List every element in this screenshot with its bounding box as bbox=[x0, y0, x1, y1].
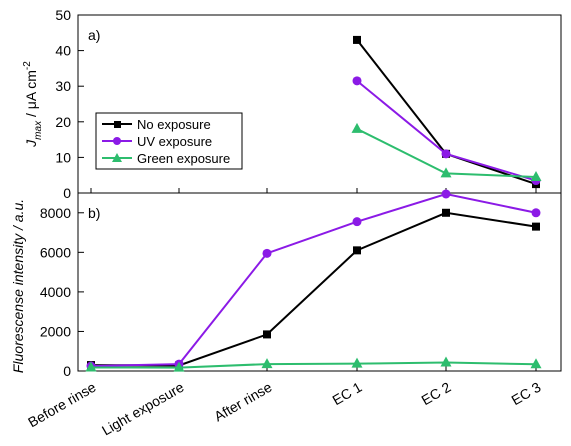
legend-square-marker bbox=[114, 121, 121, 128]
legend-entry-uv-exposure: UV exposure bbox=[102, 134, 212, 149]
data-point-square bbox=[442, 208, 450, 217]
y-tick-label: 8000 bbox=[40, 205, 71, 221]
y-tick-label: 2000 bbox=[40, 323, 71, 339]
data-point-circle bbox=[352, 76, 362, 86]
x-tick-label: After rinse bbox=[211, 379, 274, 425]
y-title-rest: / μA cm bbox=[23, 70, 39, 121]
data-point-triangle bbox=[351, 357, 363, 368]
y-tick-label: 50 bbox=[55, 7, 71, 23]
x-tick-label: Light exposure bbox=[99, 379, 187, 439]
y-title-subscript: max bbox=[33, 120, 44, 140]
y-tick-label: 30 bbox=[55, 78, 71, 94]
legend-label: Green exposure bbox=[137, 151, 230, 166]
panel-a-y-axis-title: Jmax / μA cm-2 bbox=[22, 61, 44, 148]
panel-b-label: b) bbox=[88, 205, 100, 221]
data-point-circle bbox=[262, 248, 272, 258]
data-point-circle bbox=[441, 149, 451, 159]
panel-a-label: a) bbox=[88, 27, 100, 43]
x-tick-label: EC 1 bbox=[330, 379, 365, 409]
panel-a: a) Jmax / μA cm-2 0 10 20 30 40 50 No exposur… bbox=[22, 7, 562, 201]
x-tick-label: EC 2 bbox=[419, 379, 454, 409]
panel-b-series bbox=[85, 189, 542, 372]
x-tick-label: EC 3 bbox=[509, 379, 544, 409]
y-tick-label: 40 bbox=[55, 43, 71, 59]
data-point-triangle bbox=[173, 361, 185, 372]
y-tick-label: 10 bbox=[55, 149, 71, 165]
y-tick-label: 6000 bbox=[40, 244, 71, 260]
legend-entry-no-exposure: No exposure bbox=[102, 117, 211, 132]
data-point-square bbox=[353, 246, 361, 255]
data-point-triangle bbox=[440, 356, 452, 367]
series-line-uv-exposure bbox=[90, 192, 537, 368]
panel-a-y-ticks: 0 10 20 30 40 50 bbox=[55, 7, 537, 201]
y-title-main: J bbox=[23, 139, 39, 148]
data-point-triangle bbox=[351, 122, 363, 133]
y-tick-label: 20 bbox=[55, 114, 71, 130]
y-title-superscript: -2 bbox=[22, 61, 33, 70]
data-point-circle bbox=[352, 217, 362, 227]
y-tick-label: 0 bbox=[63, 363, 71, 379]
panel-b-y-ticks: 0 2000 4000 6000 8000 bbox=[40, 205, 537, 379]
x-tick-label: Before rinse bbox=[25, 379, 99, 431]
panel-a-series bbox=[351, 35, 542, 189]
series-line-uv-exposure bbox=[356, 80, 537, 182]
data-point-triangle bbox=[530, 170, 542, 181]
x-axis-ticks: Before rinse Light exposure After rinse EC … bbox=[25, 379, 544, 439]
legend-circle-marker bbox=[113, 137, 121, 145]
y-tick-label: 0 bbox=[63, 185, 71, 201]
data-point-square bbox=[532, 222, 540, 231]
data-point-triangle bbox=[440, 167, 452, 178]
data-point-triangle bbox=[261, 358, 273, 369]
legend-label: UV exposure bbox=[137, 134, 212, 149]
data-point-triangle bbox=[85, 361, 97, 372]
panel-b-y-axis-title: Fluorescense intensity / a.u. bbox=[10, 199, 26, 373]
legend: No exposure UV exposure Green exposure bbox=[95, 112, 243, 170]
y-tick-label: 4000 bbox=[40, 284, 71, 300]
data-point-circle bbox=[531, 208, 541, 218]
legend-label: No exposure bbox=[137, 117, 211, 132]
panel-b: b) Fluorescense intensity / a.u. 0 2000 40… bbox=[10, 189, 562, 439]
data-point-square bbox=[263, 330, 271, 339]
panel-b-frame bbox=[77, 192, 562, 372]
data-point-triangle bbox=[530, 358, 542, 369]
data-point-square bbox=[353, 35, 361, 44]
legend-triangle-marker bbox=[112, 153, 122, 162]
series-line-no-exposure bbox=[90, 211, 537, 367]
legend-entry-green-exposure: Green exposure bbox=[102, 151, 230, 166]
series-line-no-exposure bbox=[356, 39, 537, 186]
series-line-green-exposure bbox=[90, 361, 537, 369]
data-point-circle bbox=[441, 189, 451, 199]
